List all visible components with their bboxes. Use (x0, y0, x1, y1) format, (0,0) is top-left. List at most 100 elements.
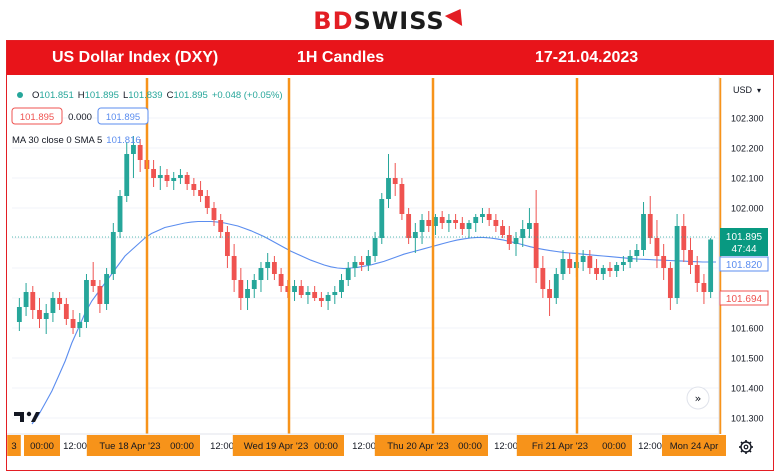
candle (318, 292, 324, 307)
price-tick-label: 102.200 (731, 144, 764, 154)
spread-value: 0.000 (68, 112, 92, 123)
candle (446, 214, 452, 232)
candle (527, 208, 532, 238)
currency-label[interactable]: USD (733, 85, 753, 95)
candle (567, 253, 573, 274)
candle (30, 286, 36, 319)
candle (674, 214, 680, 304)
open-value: 101.851 (39, 90, 73, 101)
time-tick-label: 12:00 (638, 441, 662, 452)
candle (419, 214, 425, 244)
currency-dropdown-icon[interactable]: ▾ (757, 86, 761, 95)
candle (292, 280, 297, 301)
candle (231, 244, 237, 292)
candle (372, 232, 378, 262)
buy-price-box[interactable] (97, 107, 149, 125)
candle (16, 298, 22, 331)
candle (151, 160, 157, 187)
candle (439, 211, 445, 229)
candle (553, 268, 559, 304)
time-tick-highlight (374, 435, 462, 456)
banner-date-range: 17-21.04.2023 (535, 49, 639, 66)
candle (473, 214, 479, 232)
candle (594, 259, 599, 280)
time-tick-highlight (232, 435, 320, 456)
candle (164, 169, 170, 187)
time-tick-label: 12:00 (210, 441, 234, 452)
time-tick-label: Fri 21 Apr '23 (532, 441, 588, 452)
bar-countdown: 47:44 (731, 244, 756, 255)
candle (453, 214, 459, 229)
candle (620, 256, 626, 271)
high-label: H (78, 90, 85, 101)
candle (661, 244, 667, 280)
open-label: O (32, 90, 39, 101)
candle (90, 262, 96, 292)
title-banner: US Dollar Index (DXY) 1H Candles 17-21.0… (7, 41, 773, 75)
chart-grid (12, 117, 719, 419)
time-tick-label: 12:00 (494, 441, 518, 452)
candle (647, 196, 653, 244)
candle (218, 214, 224, 238)
candle (634, 244, 640, 262)
candle (580, 250, 586, 271)
buy-price-value[interactable]: 101.895 (106, 112, 140, 123)
brand-text-swiss: SWISS (353, 7, 445, 35)
candle (708, 238, 714, 298)
candle (667, 262, 673, 310)
market-status-dot (17, 92, 23, 98)
last-price-value: 101.895 (726, 232, 763, 243)
sell-price-box[interactable] (11, 107, 63, 125)
candle (399, 178, 405, 220)
candle (312, 286, 318, 301)
candle (426, 211, 432, 232)
candle (131, 136, 136, 178)
tradingview-logo-icon[interactable] (14, 411, 40, 422)
brand-logo: BDSWISS (0, 3, 780, 36)
indicator-legend[interactable]: MA 30 close 0 SMA 5 101.816 (12, 135, 141, 146)
candle (500, 220, 506, 238)
banner-timeframe: 1H Candles (297, 49, 385, 66)
time-tick-label: Tue 18 Apr '23 (99, 441, 160, 452)
time-tick-label: 12:00 (63, 441, 87, 452)
candle (184, 172, 190, 190)
price-tick-label: 102.100 (731, 174, 764, 184)
sell-price-value[interactable]: 101.895 (20, 112, 54, 123)
candle (533, 190, 539, 283)
candle (77, 313, 83, 337)
scroll-to-realtime-button[interactable] (686, 386, 710, 410)
time-tick-label: Wed 19 Apr '23 (244, 441, 309, 452)
candle (204, 190, 210, 214)
double-chevron-right-icon: » (695, 392, 702, 405)
candle (271, 256, 277, 280)
candle (607, 262, 613, 277)
price-tick-label: 101.600 (731, 324, 764, 334)
candle (641, 202, 646, 256)
candle (352, 256, 358, 277)
gear-icon[interactable] (739, 440, 753, 454)
bid-price-value: 101.694 (726, 294, 763, 305)
time-tick-highlight (308, 435, 344, 456)
high-value: 101.895 (85, 90, 119, 101)
candles-group (16, 136, 714, 337)
last-price-tag (720, 228, 768, 256)
brand-text-bd: BD (313, 7, 354, 35)
candle (298, 280, 304, 298)
candle (701, 274, 707, 304)
candle (84, 274, 89, 328)
candle (339, 274, 344, 298)
candle (654, 220, 660, 268)
candle (211, 202, 217, 226)
candle (124, 142, 130, 202)
candle (466, 220, 472, 238)
candle (547, 280, 552, 316)
candle (627, 250, 633, 268)
candle (412, 223, 418, 253)
candle (137, 139, 143, 172)
candle (540, 256, 546, 298)
ma-price-tag (719, 256, 769, 272)
time-tick-highlight (596, 435, 632, 456)
candle (258, 262, 264, 292)
time-tick-highlight (662, 435, 726, 456)
